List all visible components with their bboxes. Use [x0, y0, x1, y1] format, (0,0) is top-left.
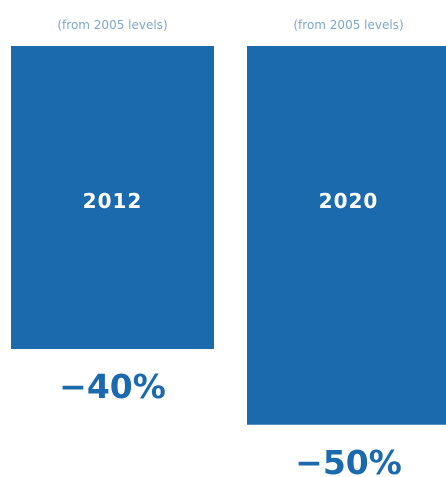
category-label-2012: 2012 [83, 189, 143, 213]
value-label-2020: −50% [295, 443, 402, 477]
bar-2020 [247, 46, 446, 425]
category-label-2020: 2020 [319, 189, 379, 213]
bar-2012 [11, 46, 214, 349]
bar-subtitle-2020: (from 2005 levels) [293, 18, 403, 32]
value-label-2012: −40% [59, 367, 166, 406]
bar-subtitle-2012: (from 2005 levels) [57, 18, 167, 32]
